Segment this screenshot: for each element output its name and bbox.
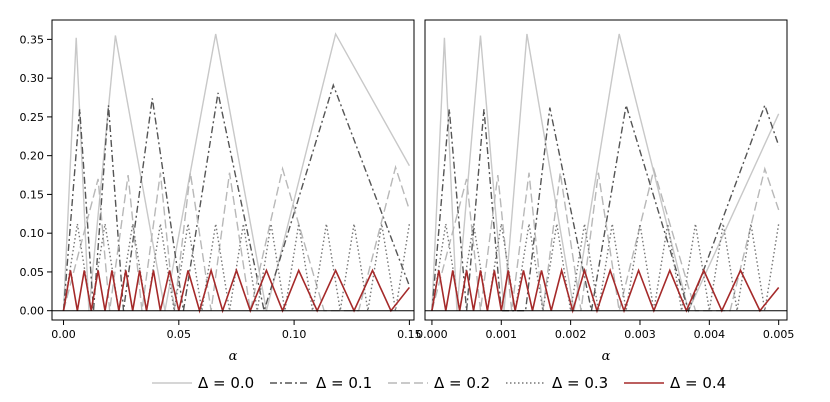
- left-series-delta-0-2: [62, 164, 411, 312]
- left-y-tick-label: 0.10: [20, 227, 45, 240]
- left-y-axis: 0.00 0.05 0.10 0.15 0.20 0.25 0.30 0.35: [20, 33, 52, 318]
- legend-label: Δ = 0.3: [552, 374, 608, 392]
- left-series-group: [62, 32, 411, 314]
- left-panel: 0.00 0.05 0.10 0.15 0.00 0.05 0.10 0.15 0.20 0.2…: [20, 19, 422, 364]
- left-x-tick-label: 0.10: [282, 328, 307, 341]
- right-series-delta-0-4: [431, 267, 780, 314]
- right-series-delta-0-2: [431, 166, 780, 312]
- legend-label: Δ = 0.1: [316, 374, 372, 392]
- left-x-tick-label: 0.15: [397, 328, 422, 341]
- left-y-tick-label: 0.35: [20, 33, 45, 46]
- legend: Δ = 0.0 Δ = 0.1 Δ = 0.2 Δ = 0.3 Δ = 0.4: [152, 374, 726, 392]
- left-x-axis: 0.00 0.05 0.10 0.15: [51, 320, 422, 341]
- right-x-tick-label: 0.005: [763, 328, 795, 341]
- left-y-tick-label: 0.05: [20, 266, 45, 279]
- left-y-tick-label: 0.30: [20, 72, 45, 85]
- left-y-tick-label: 0.15: [20, 188, 45, 201]
- left-plot-frame: [51, 19, 415, 321]
- left-x-axis-title: α: [229, 349, 238, 364]
- right-x-axis: 0.000 0.001 0.002 0.003 0.004 0.005: [416, 320, 794, 341]
- left-x-tick-label: 0.00: [51, 328, 76, 341]
- right-series-delta-0-1: [431, 103, 780, 313]
- right-x-tick-label: 0.003: [624, 328, 656, 341]
- legend-label: Δ = 0.2: [434, 374, 490, 392]
- right-x-tick-label: 0.002: [555, 328, 587, 341]
- right-series-delta-0: [431, 33, 780, 313]
- left-y-tick-label: 0.25: [20, 111, 45, 124]
- left-series-delta-0-4: [62, 267, 411, 314]
- right-x-tick-label: 0.001: [486, 328, 518, 341]
- legend-label: Δ = 0.0: [198, 374, 254, 392]
- left-series-delta-0-1: [62, 82, 411, 314]
- legend-label: Δ = 0.4: [670, 374, 726, 392]
- left-x-tick-label: 0.05: [167, 328, 192, 341]
- right-x-tick-label: 0.004: [694, 328, 726, 341]
- right-panel: 0.000 0.001 0.002 0.003 0.004 0.005 α: [416, 19, 794, 364]
- right-series-group: [431, 33, 780, 314]
- left-y-tick-label: 0.20: [20, 150, 45, 163]
- left-y-tick-label: 0.00: [20, 305, 45, 318]
- right-series-delta-0-3: [431, 223, 780, 311]
- right-x-axis-title: α: [602, 349, 611, 364]
- right-x-tick-label: 0.000: [416, 328, 448, 341]
- right-plot-frame: [424, 19, 788, 321]
